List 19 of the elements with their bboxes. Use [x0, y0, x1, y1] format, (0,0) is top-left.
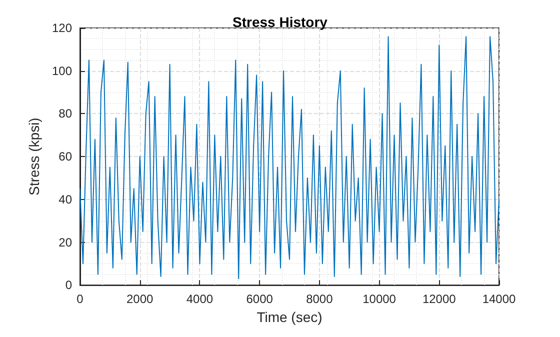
x-tick-label: 8000 — [306, 292, 334, 306]
y-tick-label: 20 — [58, 235, 72, 250]
y-tick-label: 60 — [58, 150, 72, 164]
chart-title: Stress History — [232, 14, 328, 30]
x-tick-label: 10000 — [362, 292, 396, 306]
x-tick-label: 14000 — [482, 292, 516, 306]
x-tick-label: 2000 — [126, 292, 154, 306]
x-tick-label: 0 — [76, 292, 84, 306]
x-tick-label: 6000 — [246, 292, 274, 306]
y-tick-label: 40 — [58, 192, 72, 206]
y-tick-label: 100 — [52, 64, 72, 78]
x-axis-title: Time (sec) — [256, 309, 322, 325]
x-tick-label: 12000 — [422, 292, 456, 306]
y-tick-label: 120 — [52, 21, 72, 35]
y-axis-title: Stress (kpsi) — [26, 118, 42, 196]
line-series — [80, 36, 500, 280]
y-tick-label: 80 — [58, 106, 72, 121]
y-tick-label: 0 — [65, 278, 72, 292]
x-tick-label: 4000 — [186, 292, 214, 306]
